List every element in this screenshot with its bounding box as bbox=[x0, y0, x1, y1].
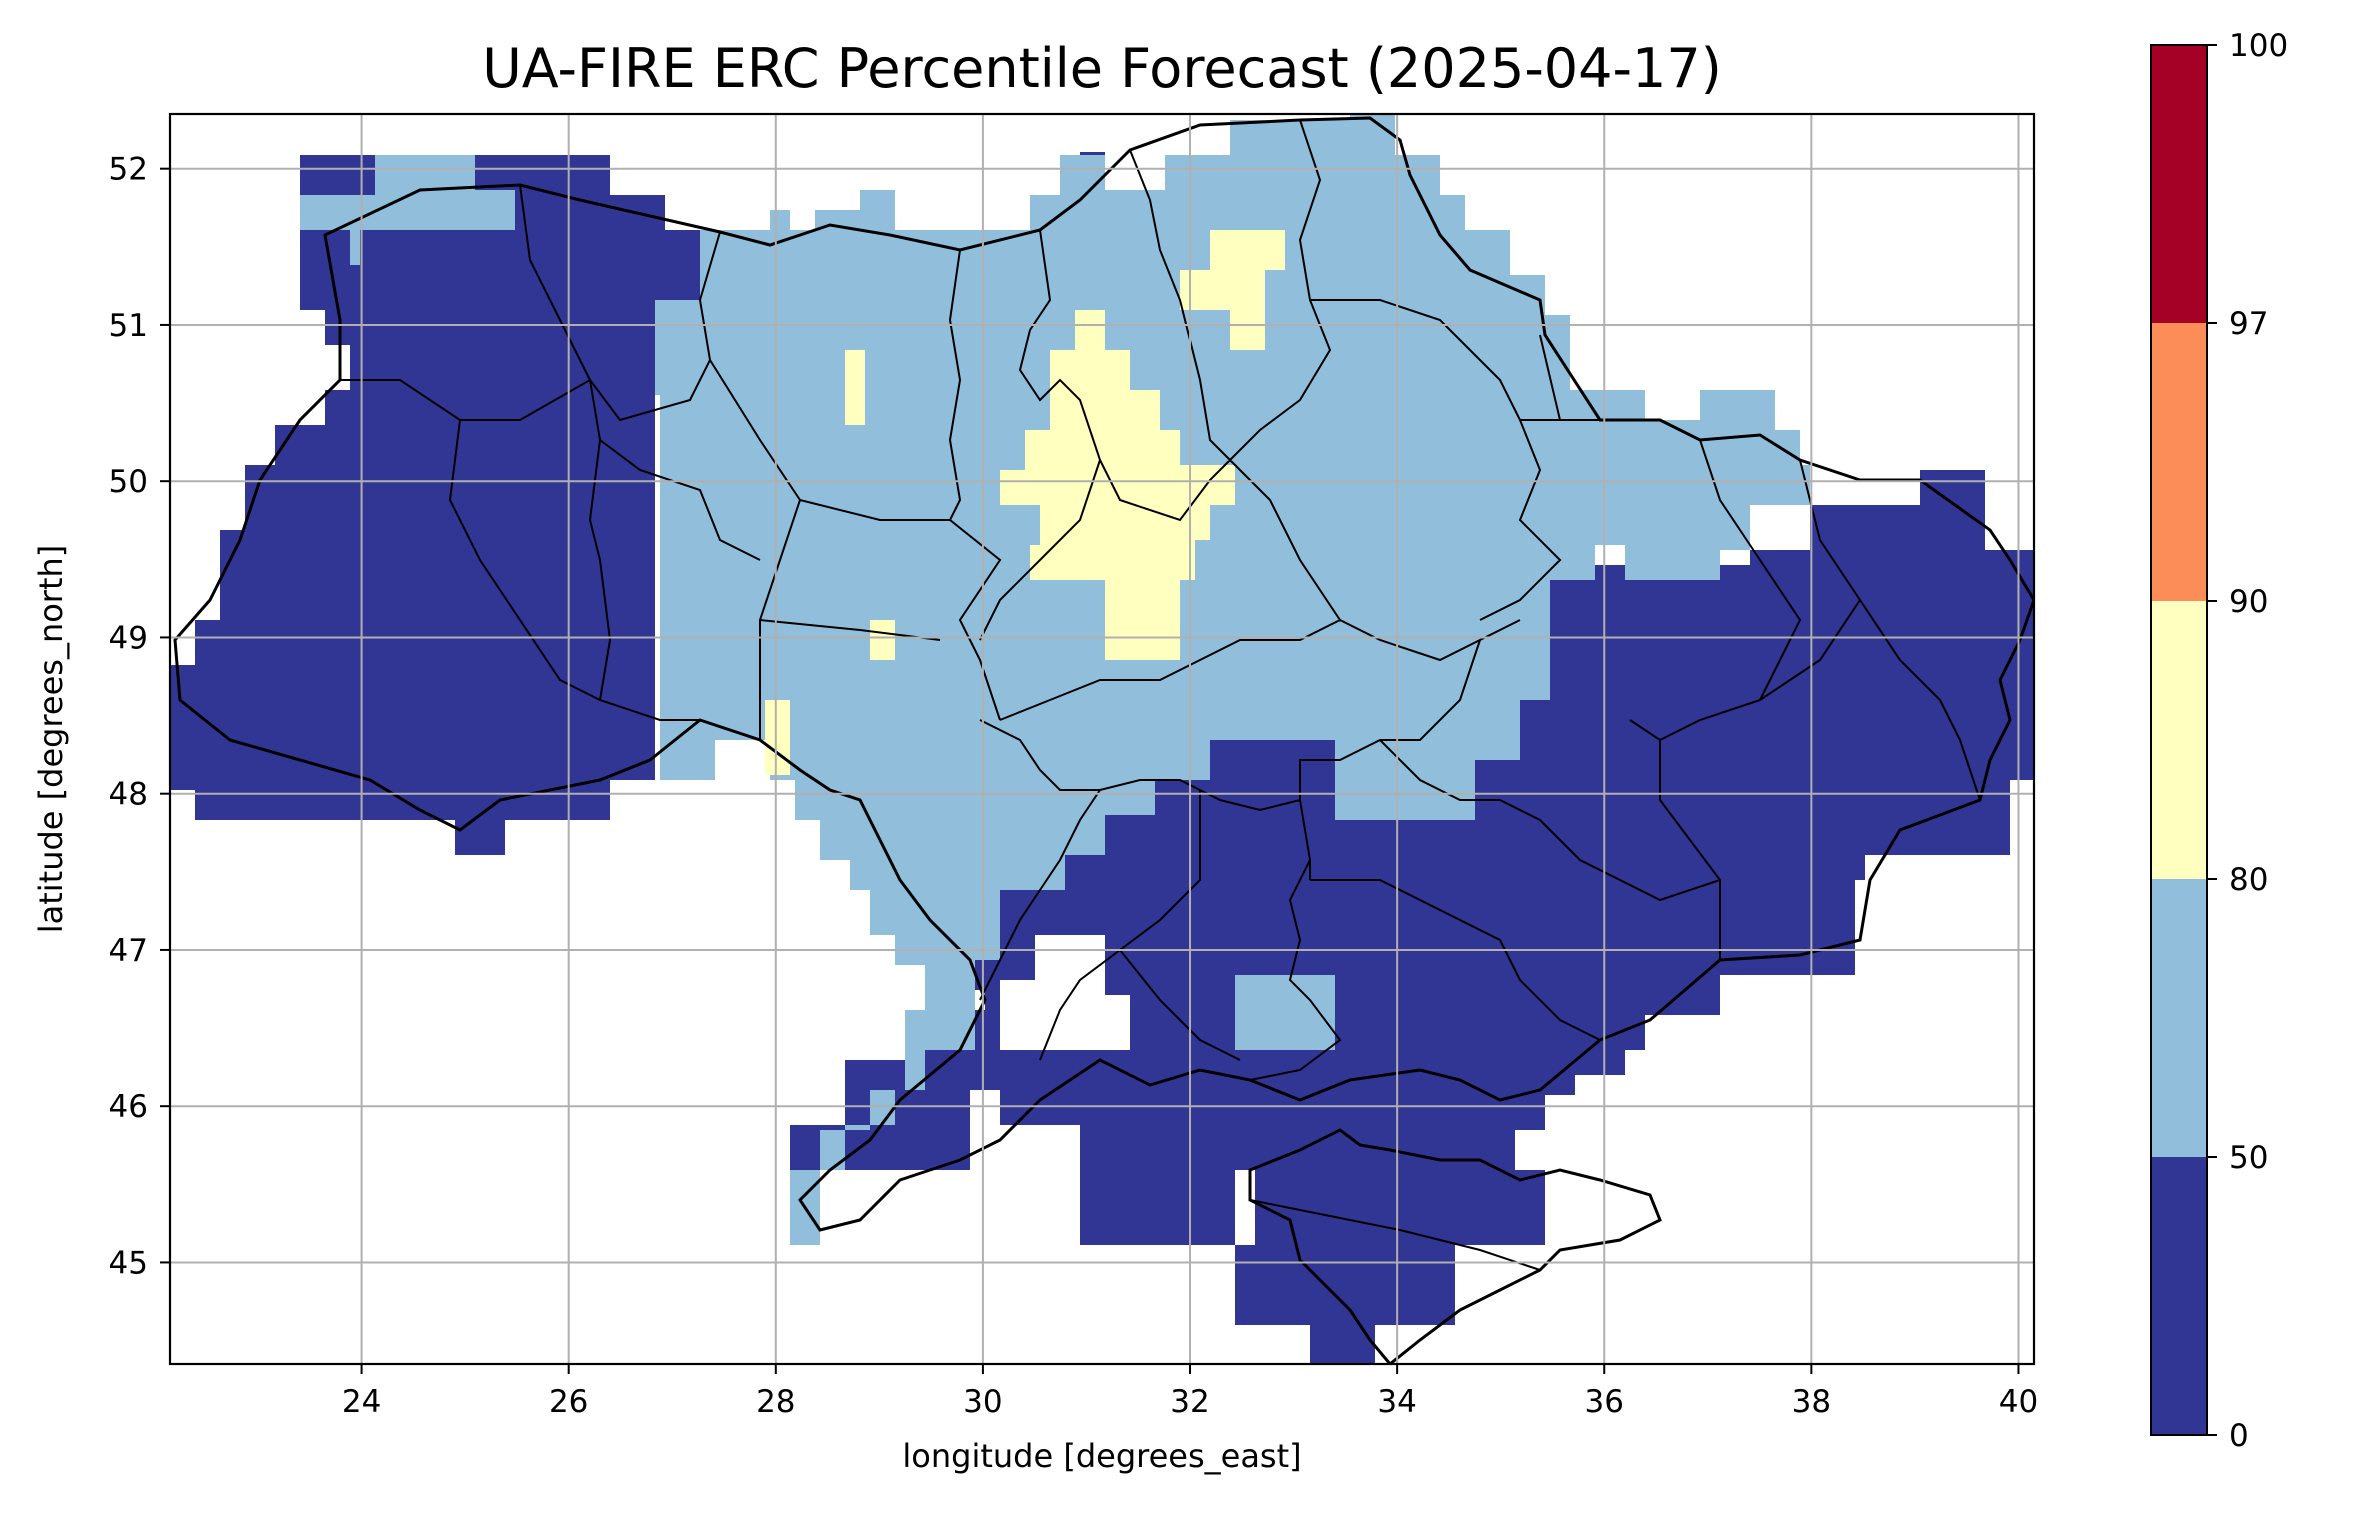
y-axis-label: latitude [degrees_north] bbox=[32, 545, 70, 934]
y-tick-label: 45 bbox=[109, 1245, 148, 1281]
colorbar: 0 50 80 90 97 100 bbox=[2150, 28, 2288, 1454]
raster-region-central bbox=[655, 115, 1810, 1050]
y-tick-label: 52 bbox=[109, 152, 148, 188]
grid-lines bbox=[170, 114, 2034, 1364]
raster-region-west bbox=[170, 155, 700, 855]
map-title: UA-FIRE ERC Percentile Forecast (2025-04… bbox=[482, 37, 1722, 100]
x-tick-label: 34 bbox=[1377, 1384, 1416, 1420]
colorbar-segments bbox=[2151, 45, 2207, 1435]
colorbar-segment bbox=[2151, 879, 2207, 1157]
x-tick-label: 36 bbox=[1585, 1384, 1624, 1420]
raster-high-percentile bbox=[765, 230, 1285, 775]
y-axis-ticks: 45 46 47 48 49 50 51 52 bbox=[109, 152, 170, 1281]
colorbar-segment bbox=[2151, 323, 2207, 601]
colorbar-tick-label: 0 bbox=[2229, 1418, 2249, 1454]
y-tick-label: 50 bbox=[109, 464, 148, 500]
region-borders bbox=[173, 116, 2034, 1364]
x-tick-label: 32 bbox=[1170, 1384, 1209, 1420]
colorbar-tick-label: 90 bbox=[2229, 584, 2268, 620]
x-tick-label: 40 bbox=[1999, 1384, 2038, 1420]
raster-region-northwest bbox=[300, 155, 515, 265]
x-tick-label: 30 bbox=[963, 1384, 1002, 1420]
x-tick-label: 28 bbox=[756, 1384, 795, 1420]
raster-region-south bbox=[790, 935, 1255, 1245]
crimea-inner-borders bbox=[1249, 1199, 1541, 1271]
plot-area: 24 26 28 30 32 34 36 38 40 45 46 47 48 49 50 51 52 bbox=[109, 112, 2038, 1420]
colorbar-ticks: 0 50 80 90 97 100 bbox=[2207, 28, 2288, 1454]
country-outline bbox=[173, 116, 2034, 1232]
y-tick-label: 46 bbox=[109, 1089, 148, 1125]
y-tick-label: 47 bbox=[109, 933, 148, 969]
raster-cell-odesa bbox=[765, 700, 790, 775]
colorbar-tick-label: 97 bbox=[2229, 306, 2268, 342]
raster-region-southwest bbox=[790, 1010, 945, 1245]
colorbar-tick-label: 50 bbox=[2229, 1140, 2268, 1176]
colorbar-segment bbox=[2151, 45, 2207, 323]
crimea-outline bbox=[1248, 1128, 1662, 1364]
colorbar-frame bbox=[2150, 44, 2208, 1436]
colorbar-segment bbox=[2151, 601, 2207, 879]
x-axis-label: longitude [degrees_east] bbox=[902, 1437, 1301, 1475]
x-axis-ticks: 24 26 28 30 32 34 36 38 40 bbox=[342, 1364, 2038, 1420]
colorbar-tick-label: 100 bbox=[2229, 28, 2288, 64]
raster-region-kyiv bbox=[1000, 310, 1235, 660]
y-tick-label: 48 bbox=[109, 777, 148, 813]
raster-cell-zhytomyr bbox=[845, 350, 865, 425]
x-tick-label: 24 bbox=[342, 1384, 381, 1420]
plot-frame bbox=[168, 112, 2036, 1366]
raster-cell-vinnytsia bbox=[870, 620, 895, 660]
raster-region-chernihiv bbox=[1180, 230, 1285, 350]
colorbar-segment bbox=[2151, 1157, 2207, 1435]
colorbar-tick-label: 80 bbox=[2229, 862, 2268, 898]
x-tick-label: 38 bbox=[1792, 1384, 1831, 1420]
y-tick-label: 51 bbox=[109, 308, 148, 344]
x-tick-label: 26 bbox=[549, 1384, 588, 1420]
y-tick-label: 49 bbox=[109, 620, 148, 656]
